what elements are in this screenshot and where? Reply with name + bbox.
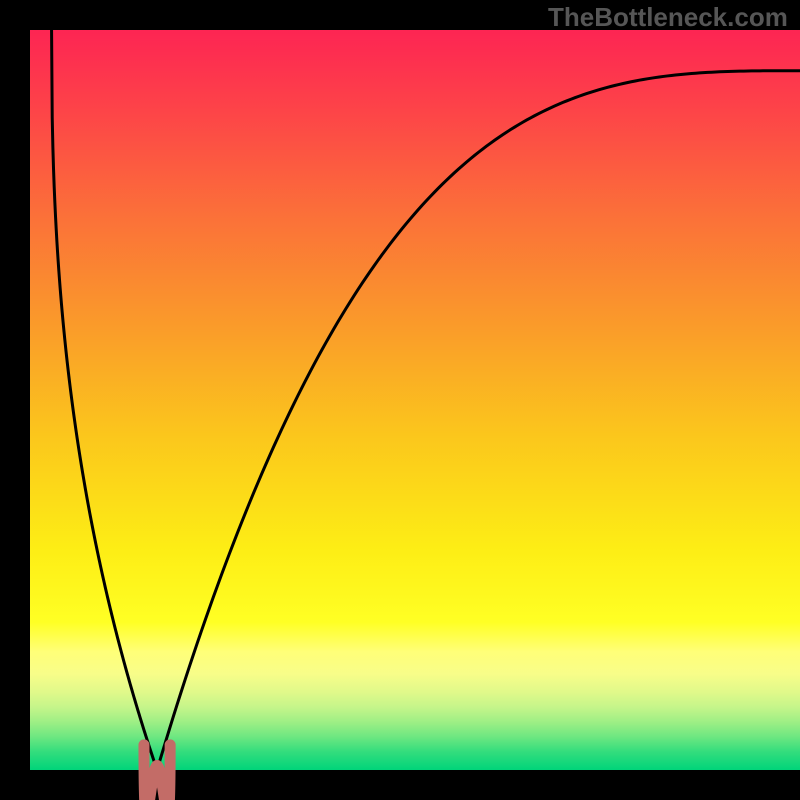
watermark-text: TheBottleneck.com	[548, 2, 788, 33]
bottleneck-curve-plot	[0, 0, 800, 800]
chart-container: TheBottleneck.com	[0, 0, 800, 800]
gradient-background	[30, 30, 800, 770]
